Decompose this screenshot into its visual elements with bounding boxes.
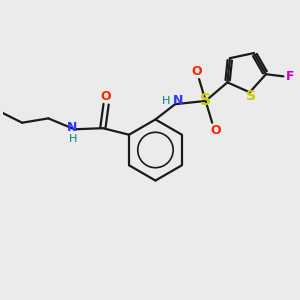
Text: F: F — [286, 70, 294, 83]
Text: N: N — [67, 121, 77, 134]
Text: O: O — [192, 65, 202, 78]
Text: S: S — [200, 93, 211, 108]
Text: H: H — [69, 134, 78, 144]
Text: H: H — [162, 96, 170, 106]
Text: S: S — [246, 88, 256, 103]
Text: O: O — [101, 90, 111, 103]
Text: O: O — [210, 124, 221, 137]
Text: N: N — [173, 94, 184, 107]
